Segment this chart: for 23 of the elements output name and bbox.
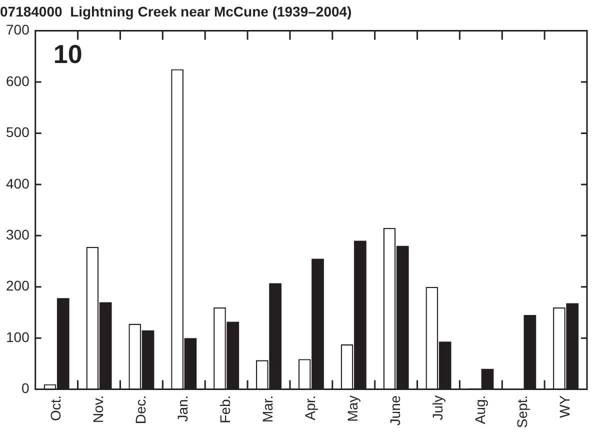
chart-title: 07184000 Lightning Creek near McCune (1939–2004): [0, 3, 352, 20]
x-tick-label: Jan.: [174, 395, 191, 422]
x-tick-label: Apr.: [302, 395, 318, 420]
x-tick-label: Mar.: [260, 395, 276, 423]
y-tick-label: 0: [22, 380, 30, 396]
x-tick-label: June: [386, 395, 403, 426]
annotation: 10: [53, 38, 82, 69]
x-tick-label: Nov.: [90, 395, 106, 424]
y-tick-label: 600: [6, 72, 30, 89]
x-tick-label: WY: [556, 394, 573, 418]
y-tick-label: 300: [6, 226, 30, 243]
y-tick-label: 400: [6, 175, 30, 192]
x-tick-label: May: [344, 395, 360, 422]
y-tick-label: 100: [6, 328, 30, 345]
y-tick-label: 500: [6, 124, 30, 140]
y-tick-label: 700: [6, 22, 30, 38]
y-tick-label: 200: [6, 278, 30, 294]
x-tick-label: Sept.: [514, 395, 530, 428]
x-tick-label: July: [429, 395, 446, 420]
x-tick-label: Aug.: [472, 395, 488, 424]
x-tick-label: Feb.: [217, 395, 234, 424]
x-tick-label: Oct.: [47, 395, 64, 421]
x-tick-label: Dec.: [132, 395, 148, 424]
